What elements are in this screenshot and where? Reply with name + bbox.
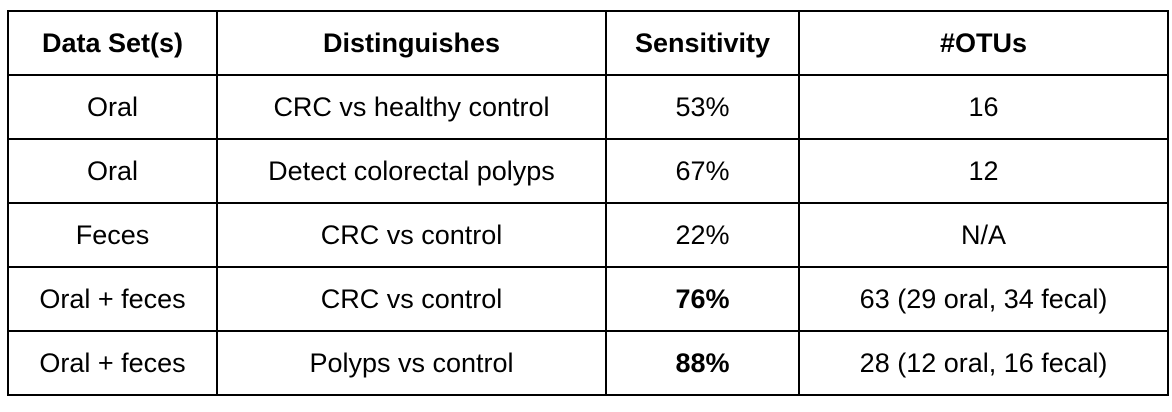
- cell-data-set: Feces: [7, 202, 218, 268]
- cell-data-set: Oral: [7, 74, 218, 140]
- cell-distinguishes: Detect colorectal polyps: [216, 138, 607, 204]
- cell-sensitivity: 22%: [605, 202, 800, 268]
- table-row: Feces CRC vs control 22% N/A: [7, 202, 1169, 268]
- cell-sensitivity: 76%: [605, 266, 800, 332]
- cell-sensitivity: 88%: [605, 330, 800, 396]
- cell-otus: N/A: [798, 202, 1169, 268]
- table-row: Oral + feces Polyps vs control 88% 28 (1…: [7, 330, 1169, 396]
- cell-otus: 12: [798, 138, 1169, 204]
- cell-otus: 28 (12 oral, 16 fecal): [798, 330, 1169, 396]
- cell-distinguishes: CRC vs healthy control: [216, 74, 607, 140]
- cell-data-set: Oral + feces: [7, 266, 218, 332]
- table-row: Oral Detect colorectal polyps 67% 12: [7, 138, 1169, 204]
- cell-distinguishes: Polyps vs control: [216, 330, 607, 396]
- header-sensitivity: Sensitivity: [605, 10, 800, 76]
- header-otus: #OTUs: [798, 10, 1169, 76]
- table-row: Oral + feces CRC vs control 76% 63 (29 o…: [7, 266, 1169, 332]
- cell-data-set: Oral: [7, 138, 218, 204]
- results-table-container: Data Set(s) Distinguishes Sensitivity #O…: [7, 10, 1169, 396]
- cell-sensitivity: 53%: [605, 74, 800, 140]
- cell-otus: 16: [798, 74, 1169, 140]
- cell-sensitivity: 67%: [605, 138, 800, 204]
- header-data-sets: Data Set(s): [7, 10, 218, 76]
- cell-otus: 63 (29 oral, 34 fecal): [798, 266, 1169, 332]
- cell-distinguishes: CRC vs control: [216, 202, 607, 268]
- results-table: Data Set(s) Distinguishes Sensitivity #O…: [7, 10, 1169, 396]
- cell-data-set: Oral + feces: [7, 330, 218, 396]
- header-row: Data Set(s) Distinguishes Sensitivity #O…: [7, 10, 1169, 76]
- table-row: Oral CRC vs healthy control 53% 16: [7, 74, 1169, 140]
- cell-distinguishes: CRC vs control: [216, 266, 607, 332]
- header-distinguishes: Distinguishes: [216, 10, 607, 76]
